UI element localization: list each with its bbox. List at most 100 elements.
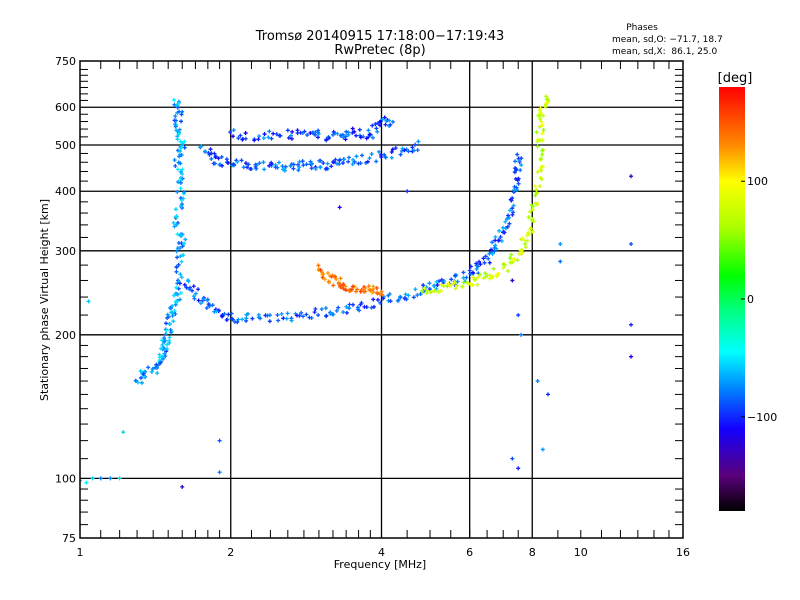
echo-point: [307, 315, 312, 320]
echo-point: [464, 275, 469, 280]
echo-point: [507, 215, 512, 220]
echo-point: [490, 251, 495, 256]
echo-point: [269, 160, 274, 165]
echo-point: [388, 122, 393, 127]
echo-point: [213, 161, 218, 166]
echo-point: [219, 154, 224, 159]
echo-point: [162, 339, 167, 344]
echo-point: [498, 234, 503, 239]
y-tick-label: 500: [55, 139, 76, 152]
echo-point: [179, 204, 184, 209]
echo-point: [492, 249, 497, 254]
echo-point: [434, 279, 439, 284]
echo-point: [283, 164, 288, 169]
echo-point: [380, 292, 385, 297]
echo-point: [526, 215, 531, 220]
echo-point: [331, 283, 336, 288]
echo-point: [516, 313, 521, 318]
echo-point: [364, 305, 369, 310]
echo-point: [180, 109, 185, 114]
echo-point: [501, 262, 506, 267]
echo-point: [177, 154, 182, 159]
echo-point: [176, 179, 181, 184]
echo-point: [369, 305, 374, 310]
echo-point: [322, 277, 327, 282]
echo-point: [540, 447, 545, 452]
echo-point: [172, 293, 177, 298]
x-tick-label: 10: [574, 546, 588, 559]
echo-point: [367, 156, 372, 161]
echo-point: [90, 476, 95, 481]
echo-point: [350, 284, 355, 289]
echo-point: [350, 162, 355, 167]
echo-point: [267, 313, 272, 318]
echo-point: [558, 259, 563, 264]
echo-point: [180, 484, 185, 489]
echo-point: [167, 322, 172, 327]
echo-point: [472, 278, 477, 283]
echo-point: [84, 480, 89, 485]
echo-point: [389, 149, 394, 154]
echo-point: [138, 375, 143, 380]
echo-point: [334, 277, 339, 282]
echo-point: [483, 254, 488, 259]
echo-point: [355, 305, 360, 310]
echo-point: [349, 287, 354, 292]
echo-point: [461, 270, 466, 275]
echo-point: [133, 378, 138, 383]
echo-point: [411, 148, 416, 153]
echo-point: [363, 160, 368, 165]
echo-point: [535, 201, 540, 206]
echo-point: [224, 318, 229, 323]
echo-point: [353, 289, 358, 294]
echo-point: [352, 159, 357, 164]
echo-point: [535, 379, 540, 384]
echo-point: [217, 470, 222, 475]
echo-point: [266, 135, 271, 140]
y-tick-label: 100: [55, 472, 76, 485]
echo-point: [344, 310, 349, 315]
echo-point: [367, 132, 372, 137]
echo-point: [525, 238, 530, 243]
echo-point: [403, 295, 408, 300]
echo-point: [172, 97, 177, 102]
echo-point: [428, 290, 433, 295]
echo-point: [382, 152, 387, 157]
echo-point: [184, 285, 189, 290]
echo-point: [528, 227, 533, 232]
echo-point: [431, 289, 436, 294]
echo-point: [375, 290, 380, 295]
echo-point: [494, 246, 499, 251]
echo-point: [182, 241, 187, 246]
echo-point: [276, 318, 281, 323]
echo-point: [537, 113, 542, 118]
echo-point: [165, 342, 170, 347]
echo-point: [176, 160, 181, 165]
y-tick-label: 200: [55, 329, 76, 342]
stats-x-mode: mean, sd,X: 86.1, 25.0: [612, 47, 718, 57]
echo-point: [402, 148, 407, 153]
echo-point: [297, 313, 302, 318]
echo-point: [331, 160, 336, 165]
echo-point: [183, 237, 188, 242]
echo-point: [269, 136, 274, 141]
echo-point: [374, 159, 379, 164]
echo-point: [196, 287, 201, 292]
echo-point: [174, 214, 179, 219]
echo-point: [178, 254, 183, 259]
echo-point: [487, 273, 492, 278]
echo-point: [535, 170, 540, 175]
echo-point: [153, 365, 158, 370]
echo-point: [361, 134, 366, 139]
echo-point: [190, 288, 195, 293]
echo-point: [525, 233, 530, 238]
echo-point: [171, 319, 176, 324]
echo-point: [204, 305, 209, 310]
echo-point: [537, 184, 542, 189]
echo-point: [337, 158, 342, 163]
echo-point: [176, 132, 181, 137]
echo-point: [326, 279, 331, 284]
echo-point: [335, 161, 340, 166]
echo-point: [478, 262, 483, 267]
echo-point: [179, 275, 184, 280]
